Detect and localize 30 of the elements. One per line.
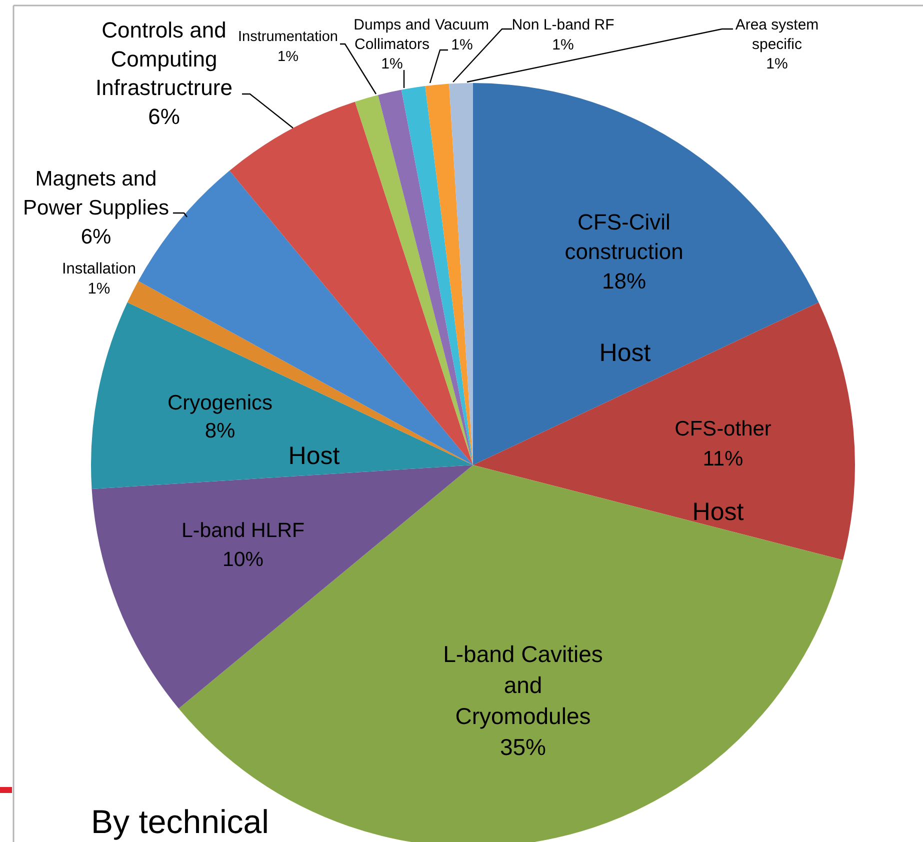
slice-label: L-band Cavities and Cryomodules [443,641,603,730]
data-label: 6% [148,104,180,129]
text: By technical [91,803,269,840]
text: Host [288,442,340,470]
slice-label: Vacuum [435,16,489,34]
data-label: 35% [500,734,546,760]
slice-label: Controls and Computing Infrastructrure [96,18,232,100]
slice-label: CFS-Civil construction [564,210,684,264]
data-label: 8% [204,419,236,442]
slice-label: Magnets and Power Supplies [23,167,169,220]
data-label: 1% [278,49,299,66]
slice-label: Dumps and Collimators [354,16,430,53]
data-label: 11% [702,447,744,470]
slice-label: Cryogenics [167,391,273,414]
data-label: 1% [88,280,110,298]
data-label: 1% [451,36,473,54]
slice-label: Instrumentation [238,29,338,46]
slice-label: Area system specific [735,16,819,53]
data-label: 10% [222,548,264,572]
slice-label: Non L-band RF [512,16,614,34]
data-label: 18% [602,268,646,294]
slice-label: Installation [62,260,136,278]
slice-label: CFS-other [674,417,772,440]
data-label: 1% [766,55,788,72]
data-label: 1% [381,55,403,72]
text: Host [599,338,651,367]
data-label: 6% [80,225,112,248]
data-label: 1% [552,36,574,54]
slice-label: L-band HLRF [181,519,305,542]
text: Host [692,498,744,526]
